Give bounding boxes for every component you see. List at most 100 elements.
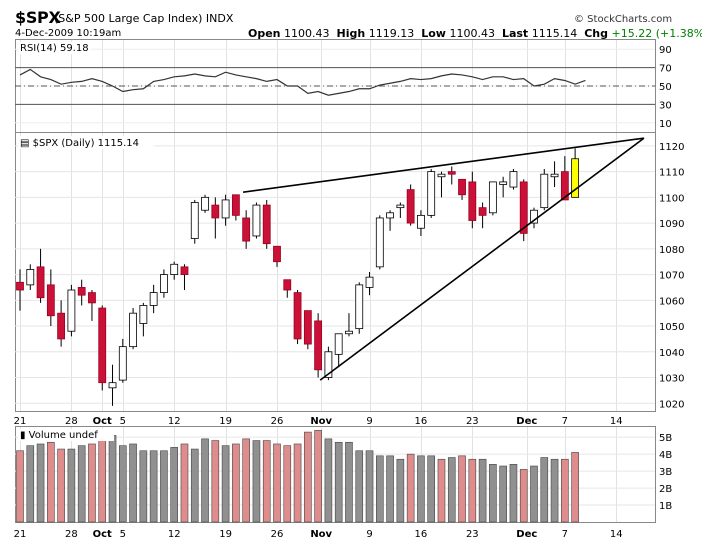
volume-bar (26, 445, 35, 523)
candle-body (170, 263, 179, 275)
x-tick-label: 7 (562, 416, 568, 427)
volume-bar (519, 469, 528, 523)
volume-bar (139, 450, 148, 523)
x-tick-label: Oct (93, 529, 112, 540)
candle-body (283, 279, 292, 291)
volume-bar (293, 443, 302, 523)
rsi-tick-label: 70 (659, 64, 672, 75)
trendline (319, 137, 645, 381)
volume-title-bg (18, 429, 114, 441)
volume-bar (530, 465, 538, 523)
open-label: Open (248, 27, 281, 40)
x-tick-label: Dec (516, 416, 537, 427)
candle-body (478, 207, 487, 216)
volume-bar (509, 464, 518, 523)
x-tick-label: 19 (219, 529, 232, 540)
x-tick-label: 5 (120, 416, 126, 427)
candle-body (488, 181, 497, 214)
volume-bar (36, 443, 45, 523)
security-name: (S&P 500 Large Cap Index) INDX (54, 12, 234, 25)
open-price: 1100.43 (284, 27, 330, 40)
x-tick-label: 12 (168, 529, 181, 540)
candle-body (406, 189, 415, 224)
volume-bar (314, 430, 322, 523)
volume-bar (334, 441, 343, 523)
candle-body (36, 266, 45, 299)
rsi-tick-label: 50 (659, 82, 672, 93)
volume-bar (180, 443, 189, 523)
volume-bar (447, 457, 456, 523)
volume-bar (108, 435, 117, 523)
candle-body (334, 333, 343, 355)
x-tick-label: 5 (120, 529, 126, 540)
volume-bar (170, 447, 178, 523)
candle-body (571, 158, 580, 198)
volume-bar (437, 458, 446, 523)
volume-bar (561, 458, 569, 523)
candle-body (550, 173, 559, 178)
x-tick-label: Oct (93, 416, 112, 427)
candle-body (160, 274, 168, 293)
high-label: High (336, 27, 366, 40)
volume-bar (67, 448, 76, 523)
candle-body (417, 214, 425, 229)
x-tick-label: 21 (14, 416, 27, 427)
trendline (242, 137, 645, 193)
candle-body (468, 181, 477, 221)
candle-body (180, 266, 189, 275)
volume-bar (98, 431, 107, 523)
volume-bar (396, 458, 405, 523)
candle-body (365, 276, 374, 288)
candle-body (293, 292, 302, 340)
low-label: Low (421, 27, 446, 40)
rsi-tick-label: 90 (659, 45, 672, 56)
last-price: 1115.14 (531, 27, 578, 40)
candle-body (118, 346, 127, 381)
rsi-tick-label: 30 (659, 100, 672, 111)
candle-body (201, 196, 209, 211)
candle-body (98, 307, 107, 384)
price-tick-label: 1090 (659, 219, 684, 230)
price-title: ▤ $SPX (Daily) 1115.14 (20, 138, 139, 149)
volume-bar (458, 455, 466, 523)
candle-body (396, 204, 405, 209)
candle-body (519, 181, 528, 234)
candle-body (190, 202, 199, 239)
candle-body (355, 284, 364, 330)
x-tick-label: 16 (415, 529, 428, 540)
volume-bar (129, 443, 137, 523)
volume-bar (324, 438, 333, 523)
chg-label: Chg (584, 27, 608, 40)
price-tick-label: 1070 (659, 271, 684, 282)
x-tick-label: 7 (562, 529, 568, 540)
volume-bar (232, 443, 240, 523)
candle-body (16, 281, 24, 291)
change-value: +15.22 (+1.38%) (611, 27, 702, 40)
high-price: 1119.13 (368, 27, 415, 40)
candle-body (139, 305, 148, 324)
volume-bar (283, 445, 292, 523)
candle-body (67, 289, 76, 332)
quote-line: Open 1100.43 High 1119.13 Low 1100.43 La… (248, 27, 702, 40)
price-tick-label: 1120 (659, 142, 684, 153)
x-tick-label: 16 (415, 416, 428, 427)
x-tick-label: 23 (466, 416, 479, 427)
candle-body (26, 269, 35, 286)
volume-bar (273, 443, 281, 523)
volume-bar (201, 438, 209, 523)
x-tick-label: 9 (366, 529, 372, 540)
price-tick-label: 1040 (659, 348, 684, 359)
volume-tick-label: 2B (659, 484, 672, 495)
volume-bar (221, 445, 230, 523)
low-price: 1100.43 (449, 27, 495, 40)
candle-body (560, 171, 569, 201)
volume-bar (16, 450, 24, 523)
candle-body (314, 320, 323, 371)
price-tick-label: 1060 (659, 296, 684, 307)
volume-title: ▮ Volume undef (20, 430, 98, 441)
volume-bar (406, 453, 415, 523)
volume-bar (190, 448, 199, 523)
volume-bar (489, 464, 497, 523)
volume-tick-label: 4B (659, 450, 672, 461)
candle-body (530, 209, 538, 224)
